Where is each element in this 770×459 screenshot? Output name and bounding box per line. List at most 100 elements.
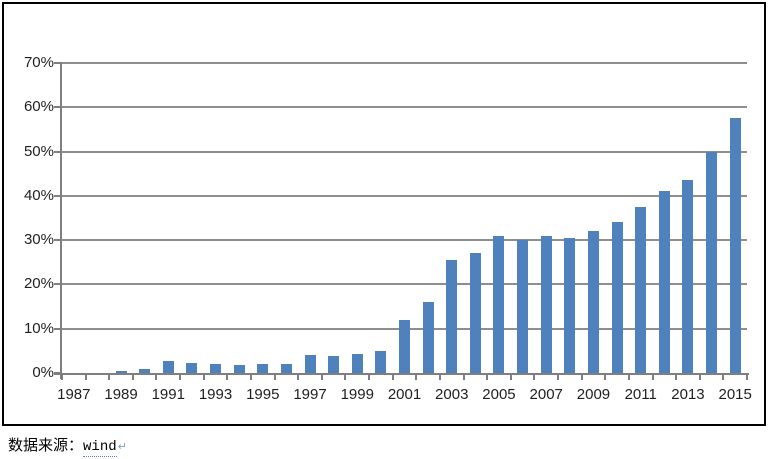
x-axis-tick <box>462 375 465 380</box>
bar-1996 <box>280 364 292 373</box>
bar-2002 <box>422 302 434 373</box>
bar-1993 <box>210 364 222 373</box>
plot-area <box>54 62 749 380</box>
y-tick-label-30: 30% <box>23 231 54 249</box>
bar-2010 <box>611 222 623 373</box>
x-axis-line <box>54 373 749 375</box>
bar-1995 <box>257 364 269 373</box>
x-axis-tick <box>746 375 748 380</box>
bar-1989 <box>115 371 127 373</box>
x-axis-tick <box>533 375 536 380</box>
bar-1994 <box>233 365 245 373</box>
paragraph-return-mark: ↵ <box>117 441 127 453</box>
gridline-70 <box>62 62 747 64</box>
x-tick-label-2013: 2013 <box>671 386 705 403</box>
x-tick-label-1989: 1989 <box>104 386 138 403</box>
bar-1991 <box>162 361 174 373</box>
x-axis-tick <box>131 375 134 380</box>
bar-1990 <box>139 369 151 373</box>
x-axis-tick <box>61 375 63 380</box>
x-tick-label-1993: 1993 <box>198 386 233 403</box>
x-tick-label-2015: 2015 <box>718 386 752 403</box>
x-axis-tick <box>155 375 158 380</box>
y-tick-label-10: 10% <box>23 319 54 337</box>
x-tick-label-2007: 2007 <box>529 386 563 403</box>
y-axis-tick <box>54 283 61 286</box>
x-axis-tick <box>179 375 182 380</box>
x-axis-tick <box>604 375 607 380</box>
x-axis-tick <box>557 375 560 380</box>
bar-2005 <box>493 236 505 373</box>
y-tick-label-50: 50% <box>23 142 54 160</box>
x-axis-tick <box>202 375 205 380</box>
x-axis-tick <box>108 375 111 380</box>
x-axis-tick <box>486 375 489 380</box>
y-axis-tick <box>54 194 61 197</box>
x-axis-tick <box>580 375 583 380</box>
x-tick-label-1987: 1987 <box>57 386 91 403</box>
x-tick-label-2009: 2009 <box>576 386 611 403</box>
x-axis-tick <box>273 375 276 380</box>
y-tick-label-40: 40% <box>23 186 54 204</box>
bar-2006 <box>517 240 529 373</box>
gridline-40 <box>62 194 747 197</box>
x-axis-tick <box>675 375 678 380</box>
y-tick-label-0: 0% <box>32 364 54 381</box>
x-tick-label-2003: 2003 <box>435 386 469 403</box>
x-axis-tick <box>415 375 418 380</box>
y-axis-tick <box>54 62 61 64</box>
gridline-50 <box>62 150 747 153</box>
bar-2001 <box>399 320 410 373</box>
y-axis-tick <box>54 239 61 242</box>
chart-frame: 0% 10% 20% 30% 40% 50% 60% 70% 1987 1989 1991 1993… <box>2 2 766 426</box>
x-tick-label-2001: 2001 <box>387 386 422 403</box>
bar-2013 <box>682 180 694 373</box>
y-axis-tick <box>54 372 61 374</box>
source-value: wind <box>83 439 117 457</box>
source-caption: 数据来源：wind↵ <box>8 434 127 457</box>
x-tick-label-1999: 1999 <box>340 386 374 403</box>
x-axis-tick <box>651 375 654 380</box>
x-tick-label-2011: 2011 <box>624 386 657 403</box>
x-axis-tick <box>320 375 323 380</box>
bar-1998 <box>328 356 340 373</box>
bar-2011 <box>635 207 647 373</box>
bar-2003 <box>446 260 458 373</box>
x-axis-tick <box>297 375 300 380</box>
x-axis-tick <box>226 375 229 380</box>
bar-2012 <box>658 191 670 373</box>
y-tick-label-60: 60% <box>23 98 54 116</box>
y-axis-tick <box>54 327 61 330</box>
bar-1997 <box>304 355 316 373</box>
bar-1999 <box>351 354 363 373</box>
x-axis-tick <box>368 375 371 380</box>
x-tick-label-2005: 2005 <box>482 386 516 403</box>
x-axis-tick <box>509 375 512 380</box>
x-tick-label-1991: 1991 <box>151 386 185 403</box>
bar-1992 <box>186 363 198 373</box>
bar-2015 <box>729 118 741 373</box>
x-axis-tick <box>344 375 347 380</box>
x-axis-tick <box>391 375 394 380</box>
y-axis-line <box>60 62 62 379</box>
gridline-60 <box>62 106 747 109</box>
x-axis-tick <box>84 375 87 380</box>
x-axis-tick <box>438 375 441 380</box>
y-axis-tick <box>54 150 61 153</box>
bar-2004 <box>469 253 481 373</box>
x-axis-tick <box>627 375 630 380</box>
y-tick-label-70: 70% <box>23 54 54 71</box>
x-tick-label-1995: 1995 <box>246 386 280 403</box>
x-axis-tick <box>722 375 725 380</box>
x-axis-tick <box>249 375 252 380</box>
gridline-20 <box>62 283 747 286</box>
y-tick-label-20: 20% <box>23 275 54 293</box>
bar-2008 <box>564 238 576 373</box>
bar-2009 <box>587 231 599 373</box>
bar-2014 <box>706 152 718 373</box>
source-label: 数据来源： <box>8 437 84 454</box>
x-axis-tick <box>698 375 701 380</box>
bar-2000 <box>375 351 387 373</box>
y-axis-tick <box>54 106 61 109</box>
